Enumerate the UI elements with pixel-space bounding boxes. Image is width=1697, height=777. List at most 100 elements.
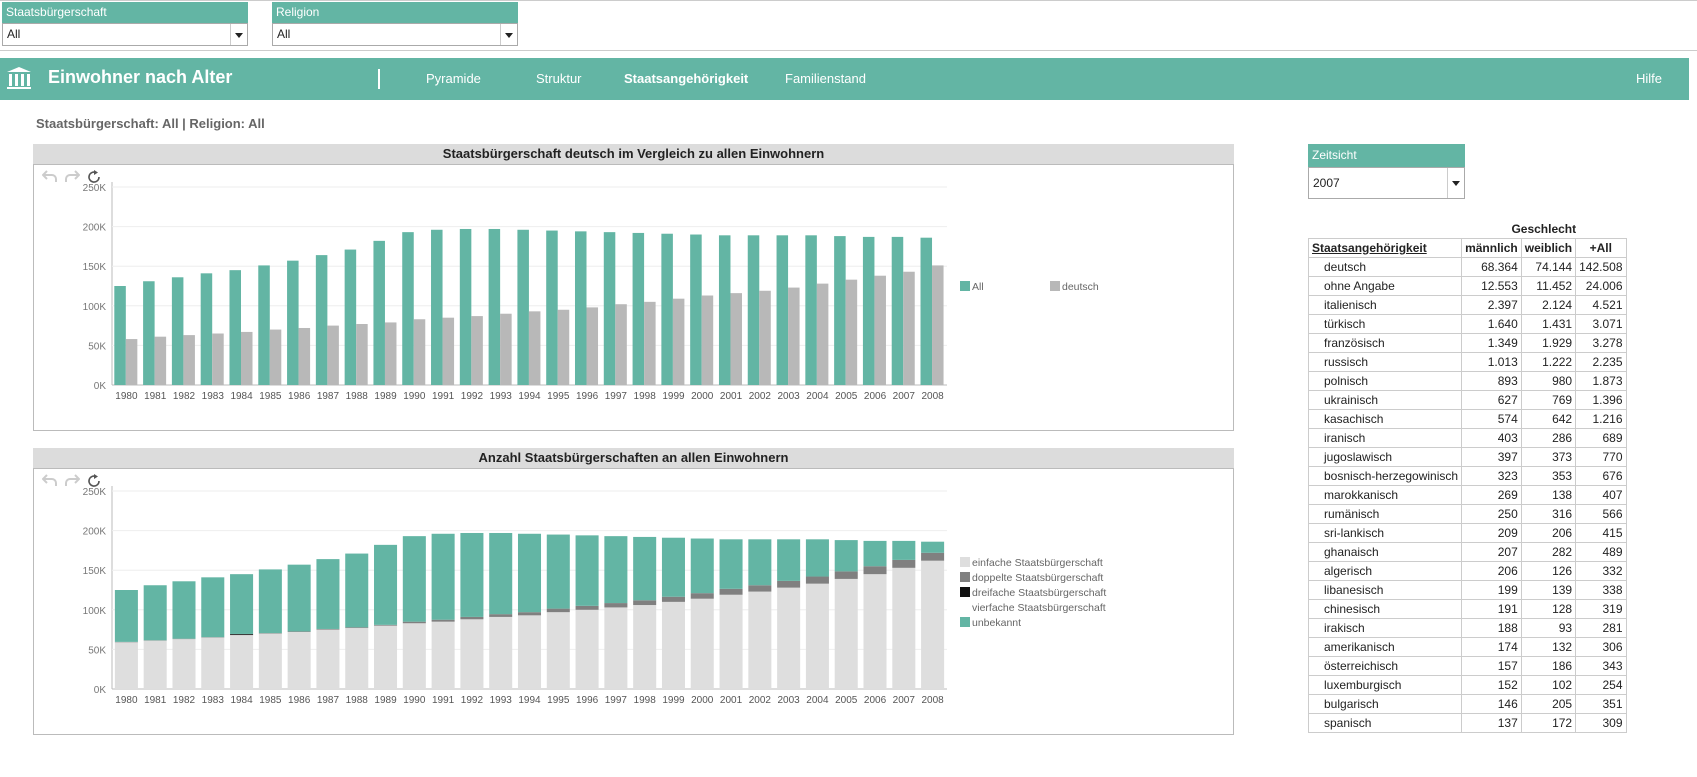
reset-icon[interactable] [86,169,102,185]
bar-deutsch[interactable] [672,298,685,385]
chevron-down-icon[interactable] [500,24,517,45]
bar-all[interactable] [776,235,789,385]
bar-doppelte-staatsbürgerschaft[interactable] [690,593,714,599]
bar-unbekannt[interactable] [201,577,225,638]
bar-doppelte-staatsbürgerschaft[interactable] [489,614,513,617]
bar-all[interactable] [459,228,472,385]
bar-deutsch[interactable] [154,336,167,385]
bar-unbekannt[interactable] [863,540,887,567]
bar-doppelte-staatsbürgerschaft[interactable] [546,608,570,613]
bar-deutsch[interactable] [932,265,944,385]
bar-deutsch[interactable] [528,311,541,385]
bar-doppelte-staatsbürgerschaft[interactable] [661,596,685,602]
bar-unbekannt[interactable] [575,535,599,606]
bar-unbekannt[interactable] [748,539,772,586]
bar-unbekannt[interactable] [777,539,801,581]
bar-deutsch[interactable] [125,339,138,385]
bar-unbekannt[interactable] [431,533,455,620]
bar-doppelte-staatsbürgerschaft[interactable] [748,585,772,592]
bar-deutsch[interactable] [183,335,195,385]
bar-doppelte-staatsbürgerschaft[interactable] [777,580,801,588]
bar-doppelte-staatsbürgerschaft[interactable] [402,621,426,624]
bar-einfache-staatsbürgerschaft[interactable] [546,612,570,689]
bar-einfache-staatsbürgerschaft[interactable] [517,615,542,689]
bar-deutsch[interactable] [269,329,282,385]
bar-deutsch[interactable] [557,309,570,385]
bar-dreifache-staatsbürgerschaft[interactable] [230,633,254,635]
bar-deutsch[interactable] [298,327,311,385]
bar-all[interactable] [834,236,846,385]
bar-all[interactable] [488,228,501,385]
bar-deutsch[interactable] [903,271,915,385]
reset-icon[interactable] [86,473,102,489]
bar-deutsch[interactable] [730,293,742,385]
bar-einfache-staatsbürgerschaft[interactable] [287,631,311,689]
bar-deutsch[interactable] [442,317,455,385]
bar-einfache-staatsbürgerschaft[interactable] [690,598,714,689]
bar-deutsch[interactable] [759,290,771,385]
staatsbuergerschaft-select[interactable]: All [2,23,248,46]
bar-doppelte-staatsbürgerschaft[interactable] [431,619,455,622]
nav-item-familienstand[interactable]: Familienstand [785,71,866,86]
bar-all[interactable] [315,255,328,385]
bar-all[interactable] [373,240,385,385]
column-header[interactable]: +All [1575,238,1627,258]
bar-einfache-staatsbürgerschaft[interactable] [575,609,599,689]
bar-unbekannt[interactable] [402,536,426,622]
bar-doppelte-staatsbürgerschaft[interactable] [633,600,657,606]
bar-einfache-staatsbürgerschaft[interactable] [489,616,513,689]
bar-unbekannt[interactable] [719,539,743,589]
bar-doppelte-staatsbürgerschaft[interactable] [805,576,829,584]
bar-all[interactable] [690,234,702,385]
bar-einfache-staatsbürgerschaft[interactable] [805,583,829,689]
bar-deutsch[interactable] [240,331,253,385]
bar-doppelte-staatsbürgerschaft[interactable] [316,628,340,630]
bar-all[interactable] [229,270,241,385]
zeitsicht-select[interactable]: 2007 [1308,167,1465,199]
bar-unbekannt[interactable] [114,590,138,642]
bar-deutsch[interactable] [586,307,599,385]
bar-einfache-staatsbürgerschaft[interactable] [460,619,484,689]
bar-deutsch[interactable] [500,313,512,385]
bar-unbekannt[interactable] [517,533,542,613]
redo-icon[interactable] [64,169,80,185]
bar-all[interactable] [143,281,155,385]
bar-deutsch[interactable] [471,316,483,385]
bar-doppelte-staatsbürgerschaft[interactable] [374,624,398,626]
chevron-down-icon[interactable] [230,24,247,45]
bar-all[interactable] [891,236,904,385]
bar-unbekannt[interactable] [892,540,916,560]
bar-deutsch[interactable] [327,325,339,385]
bar-unbekannt[interactable] [316,559,340,629]
bar-deutsch[interactable] [413,319,426,385]
nav-item-staatsangehoerigkeit[interactable]: Staatsangehörigkeit [624,71,749,86]
bar-doppelte-staatsbürgerschaft[interactable] [604,603,628,608]
bar-einfache-staatsbürgerschaft[interactable] [114,642,138,689]
bar-doppelte-staatsbürgerschaft[interactable] [460,616,484,620]
bar-deutsch[interactable] [788,287,800,385]
bar-all[interactable] [747,235,760,385]
bar-all[interactable] [171,277,184,385]
bar-deutsch[interactable] [644,301,656,385]
bar-all[interactable] [603,232,616,385]
undo-icon[interactable] [42,473,58,489]
bar-einfache-staatsbürgerschaft[interactable] [863,574,887,689]
bar-einfache-staatsbürgerschaft[interactable] [661,601,685,689]
bar-doppelte-staatsbürgerschaft[interactable] [575,605,599,610]
bar-doppelte-staatsbürgerschaft[interactable] [287,631,311,632]
bar-einfache-staatsbürgerschaft[interactable] [921,560,945,689]
bar-deutsch[interactable] [384,322,397,385]
bar-all[interactable] [402,232,414,385]
bar-doppelte-staatsbürgerschaft[interactable] [921,552,945,561]
bar-unbekannt[interactable] [172,581,196,639]
bar-unbekannt[interactable] [143,585,167,641]
bar-einfache-staatsbürgerschaft[interactable] [402,623,426,689]
bar-unbekannt[interactable] [661,537,685,597]
bar-all[interactable] [661,233,673,385]
bar-einfache-staatsbürgerschaft[interactable] [143,640,167,689]
bar-doppelte-staatsbürgerschaft[interactable] [834,571,858,579]
bar-unbekannt[interactable] [805,539,829,577]
bar-unbekannt[interactable] [287,564,311,632]
bar-all[interactable] [718,235,731,385]
help-link[interactable]: Hilfe [1636,71,1663,86]
